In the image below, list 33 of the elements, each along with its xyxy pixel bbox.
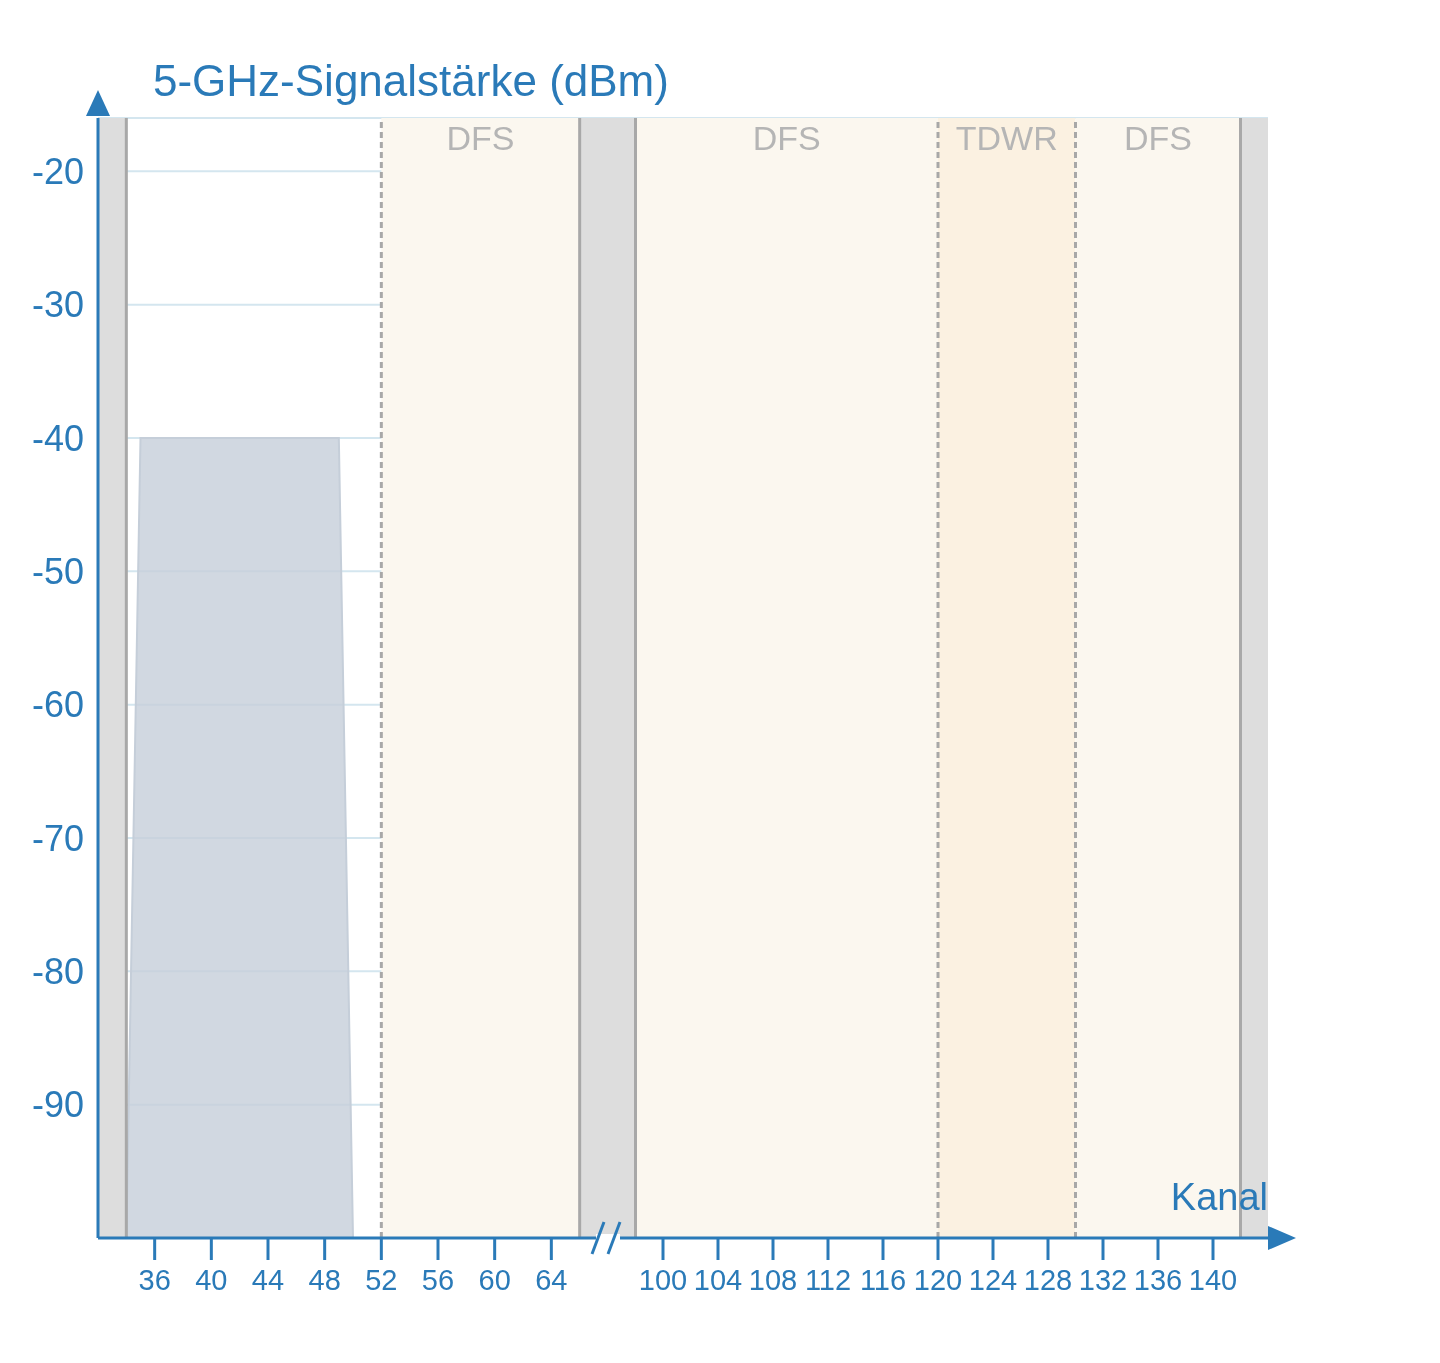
x-tick-label: 124	[968, 1264, 1018, 1296]
x-tick-label: 140	[1188, 1264, 1238, 1296]
x-tick-label: 40	[195, 1264, 228, 1296]
x-tick-label: 48	[308, 1264, 341, 1296]
band-label: TDWR	[955, 119, 1058, 158]
band-label: DFS	[1124, 119, 1192, 158]
x-axis-title: Kanal	[1170, 1176, 1268, 1219]
x-tick-label: 64	[535, 1264, 568, 1296]
x-tick-label: 36	[138, 1264, 171, 1296]
x-tick-label: 132	[1078, 1264, 1128, 1296]
x-tick-label: 128	[1023, 1264, 1073, 1296]
x-tick-label: 120	[913, 1264, 963, 1296]
x-tick-label: 56	[421, 1264, 455, 1296]
y-tick-label: -70	[31, 817, 84, 859]
x-tick-label: 136	[1133, 1264, 1183, 1296]
y-tick-label: -20	[31, 151, 84, 193]
y-tick-label: -30	[31, 284, 84, 326]
y-tick-label: -80	[31, 951, 84, 993]
y-tick-label: -50	[31, 551, 84, 593]
y-tick-label: -40	[31, 417, 84, 459]
x-tick-label: 104	[693, 1264, 743, 1296]
x-tick-label: 112	[804, 1264, 852, 1296]
band-label: DFS	[752, 119, 821, 158]
x-tick-label: 60	[478, 1264, 511, 1296]
x-tick-label: 44	[251, 1264, 285, 1296]
x-tick-label: 116	[859, 1264, 907, 1296]
x-tick-label: 52	[365, 1264, 398, 1296]
x-tick-label: 108	[748, 1264, 798, 1296]
band-label: DFS	[446, 119, 515, 158]
y-tick-label: -60	[31, 684, 84, 726]
chart-title: 5-GHz-Signalstärke (dBm)	[153, 56, 669, 106]
x-tick-label: 100	[638, 1264, 688, 1296]
y-tick-label: -90	[31, 1084, 84, 1126]
